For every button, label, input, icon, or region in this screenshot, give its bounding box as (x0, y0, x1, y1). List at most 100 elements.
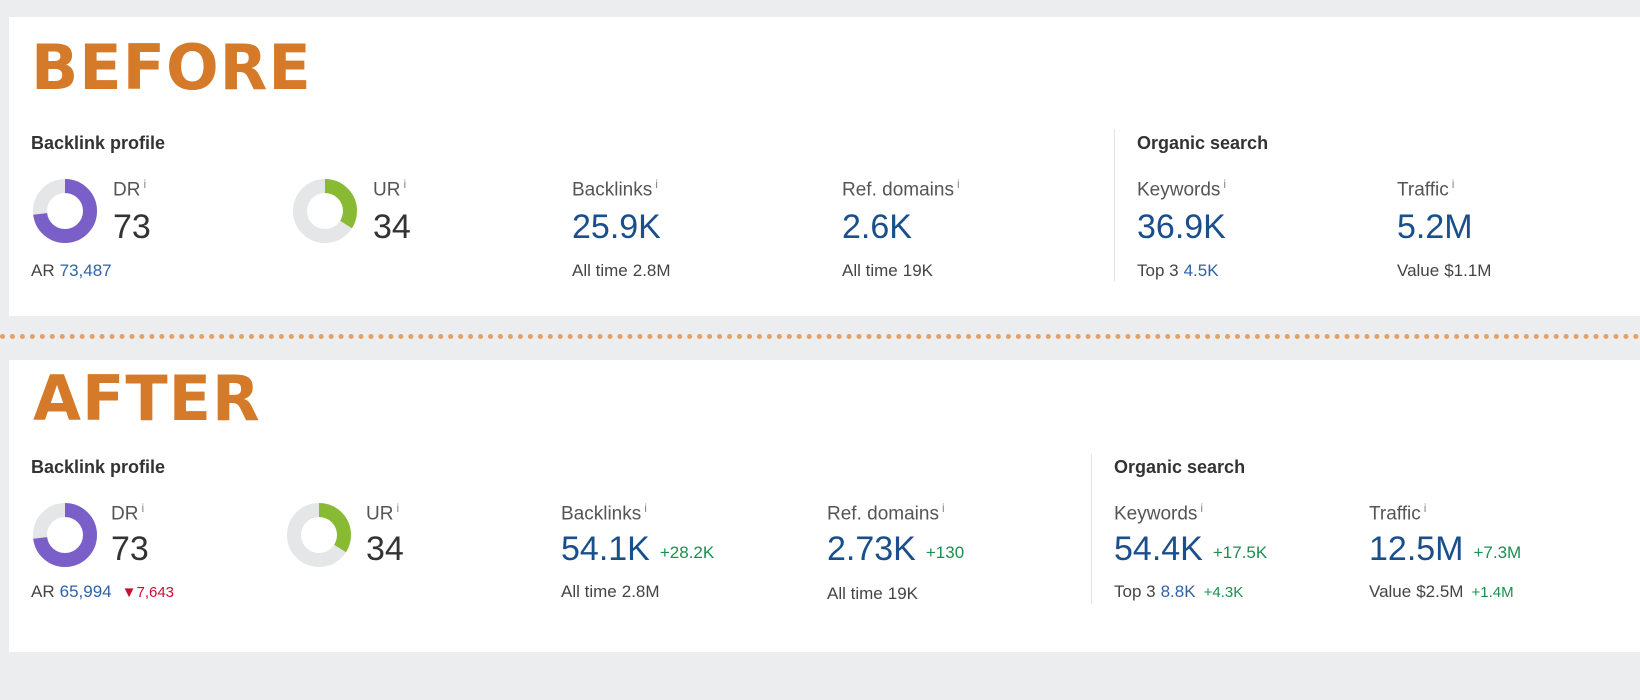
organic-search-title: Organic search (1114, 457, 1246, 477)
keywords-top3-label: Top 3 (1114, 582, 1156, 601)
dr-info-icon[interactable]: i (143, 177, 147, 191)
traffic-label: Traffic i (1369, 501, 1426, 525)
ar-delta-negative: ▼7,643 (121, 584, 175, 601)
dr-label: DR i (113, 177, 146, 201)
traffic-label-text: Traffic (1369, 503, 1421, 525)
keywords-value-link[interactable]: 54.4K (1114, 530, 1203, 568)
dr-label-text: DR (111, 503, 139, 525)
keywords-value-link[interactable]: 36.9K (1137, 208, 1226, 246)
ref-domains-alltime-value: 19K (902, 261, 933, 280)
keywords-top3-label: Top 3 (1137, 261, 1179, 280)
backlinks-label-text: Backlinks (572, 179, 653, 201)
backlinks-value-link[interactable]: 25.9K (572, 208, 661, 246)
backlinks-delta: +28.2K (659, 543, 715, 562)
traffic-value-row: Value $1.1M (1397, 261, 1491, 281)
backlink-profile-title: Backlink profile (31, 133, 166, 153)
ref-domains-label: Ref. domains i (842, 177, 960, 201)
traffic-value-link[interactable]: 12.5M (1369, 530, 1464, 568)
ur-ring-fill (287, 503, 351, 567)
backlinks-alltime-value: 2.8M (621, 582, 660, 601)
ur-ring-fill (293, 179, 357, 243)
backlinks-value-row: 54.1K +28.2K (561, 532, 714, 566)
ref-domains-alltime-row: All time 19K (827, 584, 918, 604)
dotted-divider (0, 334, 1640, 339)
keywords-label-text: Keywords (1137, 179, 1221, 201)
backlinks-alltime-label: All time (572, 261, 628, 280)
keywords-label-text: Keywords (1114, 503, 1198, 525)
traffic-info-icon[interactable]: i (1451, 177, 1455, 191)
ref-domains-alltime-label: All time (827, 584, 883, 603)
backlinks-alltime-value: 2.8M (632, 261, 671, 280)
ref-domains-label: Ref. domains i (827, 501, 945, 525)
backlinks-label: Backlinks i (561, 501, 647, 525)
traffic-label: Traffic i (1397, 177, 1454, 201)
keywords-delta: +17.5K (1212, 543, 1268, 562)
traffic-value-row: 12.5M +7.3M (1369, 532, 1521, 566)
backlinks-label: Backlinks i (572, 177, 658, 201)
traffic-value-label: Value (1397, 261, 1440, 280)
ur-donut-chart (293, 179, 357, 243)
ur-label-text: UR (373, 179, 401, 201)
ref-domains-label-text: Ref. domains (842, 179, 954, 201)
ref-domains-info-icon[interactable]: i (956, 177, 960, 191)
ref-domains-alltime-value: 19K (887, 584, 918, 603)
ref-domains-alltime-row: All time 19K (842, 261, 933, 281)
traffic-value-amount: $1.1M (1444, 261, 1492, 280)
keywords-value-row: 54.4K +17.5K (1114, 532, 1267, 566)
ur-label: UR i (366, 501, 399, 525)
backlinks-info-icon[interactable]: i (655, 177, 658, 191)
ar-value-link[interactable]: 73,487 (59, 261, 112, 280)
dr-donut-chart (33, 503, 97, 567)
before-heading: BEFORE (31, 31, 312, 104)
after-heading: AFTER (33, 362, 261, 435)
keywords-info-icon[interactable]: i (1223, 177, 1227, 191)
keywords-label: Keywords i (1114, 501, 1203, 525)
backlink-profile-title: Backlink profile (31, 457, 166, 477)
before-panel: BEFORE Backlink profile Organic search D… (9, 17, 1640, 316)
backlinks-value-link[interactable]: 54.1K (561, 530, 650, 568)
dr-ring-fill (33, 179, 97, 243)
ref-domains-label-text: Ref. domains (827, 503, 939, 525)
dr-value: 73 (111, 530, 149, 568)
ur-info-icon[interactable]: i (403, 177, 407, 191)
dr-label: DR i (111, 501, 144, 525)
keywords-info-icon[interactable]: i (1200, 501, 1204, 515)
keywords-top3-delta: +4.3K (1203, 584, 1244, 601)
backlinks-alltime-row: All time 2.8M (561, 582, 660, 602)
traffic-info-icon[interactable]: i (1423, 501, 1427, 515)
traffic-value-delta: +1.4M (1471, 584, 1514, 601)
ar-label: AR (31, 261, 55, 280)
keywords-top3-row: Top 3 4.5K (1137, 261, 1219, 281)
backlinks-label-text: Backlinks (561, 503, 642, 525)
traffic-label-text: Traffic (1397, 179, 1449, 201)
ref-domains-value-link[interactable]: 2.73K (827, 530, 916, 568)
traffic-delta: +7.3M (1473, 543, 1522, 562)
ur-info-icon[interactable]: i (396, 501, 400, 515)
backlinks-alltime-row: All time 2.8M (572, 261, 671, 281)
backlinks-alltime-label: All time (561, 582, 617, 601)
ur-label: UR i (373, 177, 406, 201)
ur-donut-chart (287, 503, 351, 567)
dr-info-icon[interactable]: i (141, 501, 145, 515)
ref-domains-delta: +130 (925, 543, 965, 562)
ar-value-link[interactable]: 65,994 (59, 582, 112, 601)
ref-domains-alltime-label: All time (842, 261, 898, 280)
dr-ring-fill (33, 503, 97, 567)
after-panel: AFTER Backlink profile Organic search DR… (9, 360, 1640, 652)
organic-search-title: Organic search (1137, 133, 1269, 153)
ur-value: 34 (373, 208, 411, 246)
backlinks-info-icon[interactable]: i (644, 501, 647, 515)
traffic-value-label: Value (1369, 582, 1412, 601)
dr-value: 73 (113, 208, 151, 246)
keywords-top3-row: Top 3 8.8K +4.3K (1114, 582, 1243, 602)
keywords-top3-value-link[interactable]: 4.5K (1183, 261, 1219, 280)
ar-row: AR 73,487 (31, 261, 112, 281)
traffic-value-link[interactable]: 5.2M (1397, 208, 1473, 246)
section-divider (1091, 454, 1092, 604)
keywords-top3-value-link[interactable]: 8.8K (1160, 582, 1196, 601)
ref-domains-value-row: 2.73K +130 (827, 532, 964, 566)
traffic-value-amount: $2.5M (1416, 582, 1464, 601)
keywords-label: Keywords i (1137, 177, 1226, 201)
ref-domains-value-link[interactable]: 2.6K (842, 208, 912, 246)
ref-domains-info-icon[interactable]: i (941, 501, 945, 515)
